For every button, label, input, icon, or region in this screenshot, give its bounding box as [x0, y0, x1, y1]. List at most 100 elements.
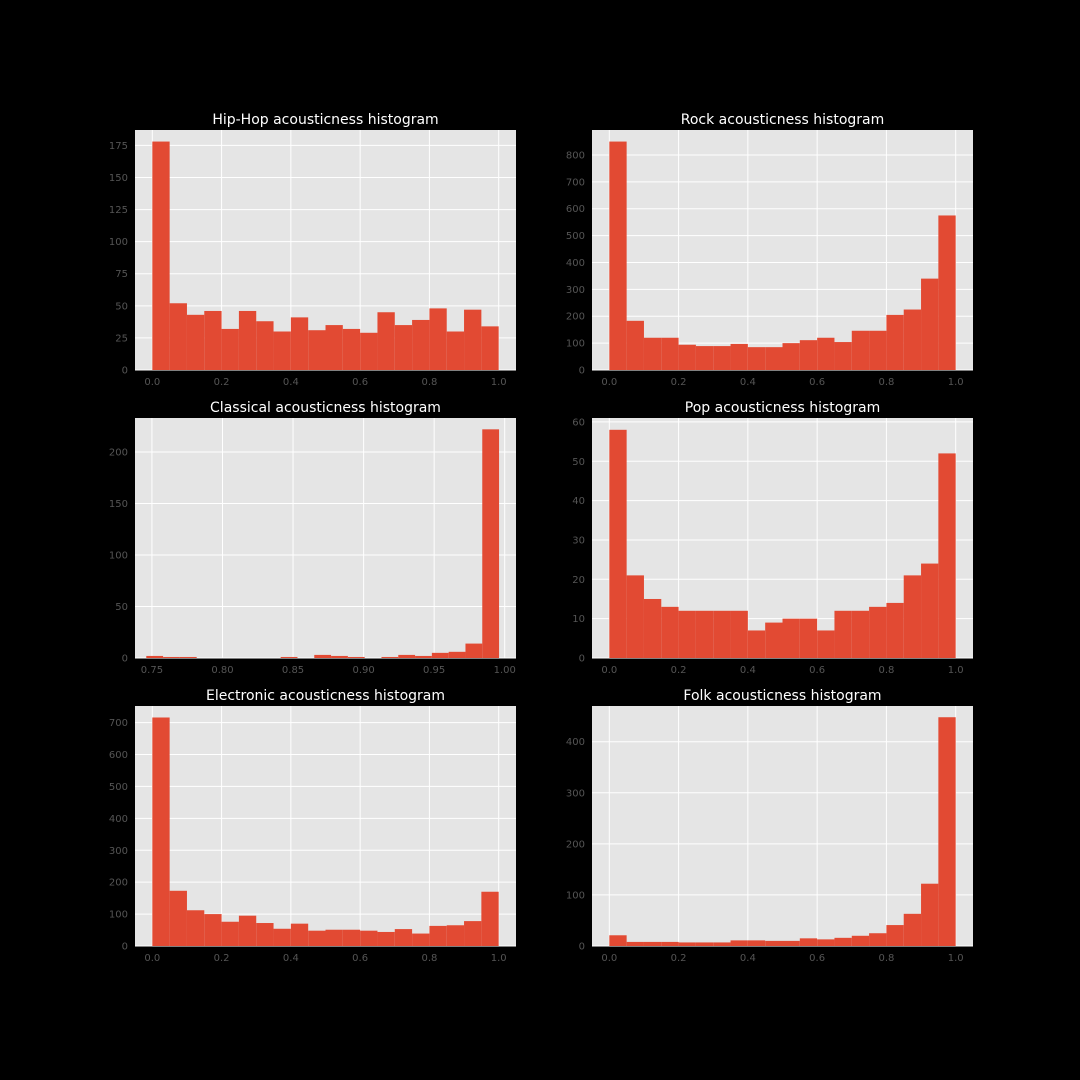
histogram-bar [412, 319, 430, 370]
histogram-bar [290, 317, 309, 370]
grid-lines [135, 706, 516, 947]
subplot-hip-hop: Hip-Hop acousticness histogram 0.0 0.2 0.4… [109, 112, 516, 388]
x-tick-label: 0.0 [601, 377, 617, 388]
x-tick-label: 0.8 [878, 953, 894, 964]
y-tick-label: 0 [579, 366, 585, 377]
histogram-bar [765, 940, 783, 946]
histogram-bar [799, 938, 818, 946]
histogram-bar [799, 340, 818, 370]
histogram-bar [921, 883, 939, 946]
x-tick-label: 0.6 [352, 377, 368, 388]
x-tick-label: 0.4 [740, 953, 756, 964]
y-tick-label: 100 [109, 910, 128, 921]
histogram-bar [325, 929, 343, 946]
histogram-bar [713, 610, 731, 658]
histogram-bar [747, 630, 766, 658]
x-tick-label: 0.80 [211, 665, 233, 676]
histogram-bar [817, 337, 835, 370]
y-tick-label: 100 [109, 550, 128, 561]
histogram-bar [886, 314, 904, 370]
subplot-title: Rock acousticness histogram [681, 112, 885, 128]
histogram-bar [273, 331, 291, 370]
histogram-bar [921, 563, 939, 658]
histogram-bar [446, 925, 465, 946]
subplot-classical: Classical acousticness histogram 0.75 0.8… [109, 400, 516, 676]
subplot-rock: Rock acousticness histogram 0.0 0.2 0.4 0.6… [566, 112, 973, 388]
histogram-bar [851, 330, 870, 370]
histogram-bar [609, 429, 627, 658]
x-tick-label: 0.4 [283, 377, 299, 388]
y-tick-label: 800 [566, 150, 585, 161]
histogram-bar [186, 910, 205, 946]
y-tick-label: 175 [109, 141, 128, 152]
y-tick-label: 600 [109, 750, 128, 761]
x-tick-label: 0.0 [144, 953, 160, 964]
histogram-bar [886, 602, 904, 658]
histogram-bar [695, 346, 714, 370]
histogram-bar [817, 630, 835, 658]
histogram-bar [204, 914, 222, 946]
histogram-bar [747, 347, 766, 370]
y-tick-label: 0 [122, 654, 128, 665]
y-tick-label: 50 [115, 602, 128, 613]
y-tick-label: 125 [109, 205, 128, 216]
histogram-bar [179, 656, 197, 658]
histogram-bar [446, 331, 465, 370]
y-tick-label: 200 [109, 878, 128, 889]
histogram-bars [609, 429, 956, 658]
histogram-bar [377, 931, 395, 946]
histogram-bar [713, 346, 731, 370]
histogram-bar [204, 310, 222, 370]
histogram-bar [609, 935, 627, 946]
x-tick-label: 0.8 [421, 377, 437, 388]
x-tick-label: 1.0 [948, 377, 964, 388]
x-tick-label: 0.2 [671, 953, 687, 964]
y-tick-label: 0 [122, 942, 128, 953]
histogram-bar [678, 344, 696, 370]
histogram-bar [314, 654, 332, 658]
histogram-bar [661, 606, 679, 658]
x-tick-label: 0.6 [809, 953, 825, 964]
histogram-bar [465, 643, 483, 658]
histogram-bars [146, 429, 500, 658]
x-tick-label: 0.8 [421, 953, 437, 964]
x-tick-label: 0.75 [141, 665, 163, 676]
axes-area [135, 418, 516, 658]
x-tick-label: 0.2 [214, 953, 230, 964]
histogram-bar [152, 141, 170, 370]
histogram-bar [834, 610, 852, 658]
histogram-bar [152, 717, 170, 946]
histogram-bar [626, 941, 644, 946]
histogram-bar [169, 303, 187, 370]
axes-area [592, 706, 973, 946]
y-tick-label: 300 [109, 846, 128, 857]
x-tick-label: 1.0 [948, 953, 964, 964]
histogram-bar [325, 325, 343, 370]
y-tick-label: 300 [566, 285, 585, 296]
histogram-bar [280, 656, 298, 658]
histogram-bar [381, 656, 399, 658]
histogram-bar [238, 310, 257, 370]
y-tick-label: 400 [566, 737, 585, 748]
subplot-folk: Folk acousticness histogram 0.0 0.2 0.4 0.6… [566, 688, 973, 964]
histogram-bars [609, 141, 956, 370]
subplot-electronic: Electronic acousticness histogram 0.0 0.2… [109, 688, 516, 964]
y-tick-label: 20 [572, 575, 585, 586]
histogram-bar [886, 925, 904, 946]
histogram-bar [643, 337, 662, 370]
x-tick-label: 0.6 [809, 665, 825, 676]
y-tick-label: 100 [566, 339, 585, 350]
histogram-bar [342, 929, 361, 946]
histogram-bars [152, 717, 499, 946]
histogram-bar [938, 717, 956, 946]
histogram-bar [448, 651, 466, 658]
y-tick-label: 700 [109, 718, 128, 729]
y-tick-label: 0 [579, 942, 585, 953]
x-tick-label: 1.0 [491, 377, 507, 388]
histogram-bar [921, 278, 939, 370]
histogram-bar [186, 314, 205, 370]
histogram-bar [415, 655, 432, 658]
histogram-bar [394, 325, 413, 370]
histogram-bar [713, 942, 731, 946]
histogram-bar [851, 935, 870, 946]
